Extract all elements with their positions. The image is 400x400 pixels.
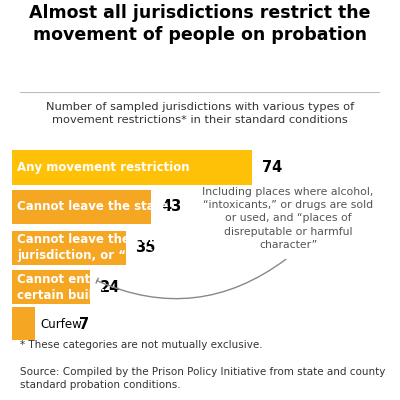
Bar — [41, 305, 241, 344]
Text: Source: Compiled by the Prison Policy Initiative from state and county
standard : Source: Compiled by the Prison Policy In… — [20, 367, 385, 390]
Text: Curfew: Curfew — [41, 318, 82, 331]
FancyBboxPatch shape — [12, 270, 90, 304]
Text: 24: 24 — [100, 280, 120, 294]
FancyBboxPatch shape — [12, 307, 35, 342]
Text: Curfew: Curfew — [41, 318, 82, 331]
Text: Cannot enter
certain buildings: Cannot enter certain buildings — [17, 272, 129, 302]
Text: 43: 43 — [162, 199, 182, 214]
Text: 7: 7 — [79, 317, 89, 332]
FancyBboxPatch shape — [12, 190, 152, 224]
Text: * These categories are not mutually exclusive.: * These categories are not mutually excl… — [20, 340, 263, 350]
Text: Any movement restriction: Any movement restriction — [17, 161, 190, 174]
FancyBboxPatch shape — [12, 231, 126, 265]
Text: Including places where alcohol,
“intoxicants,” or drugs are sold
or used, and “p: Including places where alcohol, “intoxic… — [202, 187, 374, 250]
FancyBboxPatch shape — [12, 150, 252, 185]
Text: Cannot leave the state: Cannot leave the state — [17, 200, 168, 213]
Text: 7: 7 — [45, 317, 55, 332]
Text: Number of sampled jurisdictions with various types of
movement restrictions* in : Number of sampled jurisdictions with var… — [46, 102, 354, 125]
Text: Cannot leave the county,
jurisdiction, or “designated area”: Cannot leave the county, jurisdiction, o… — [17, 233, 242, 262]
Text: Almost all jurisdictions restrict the
movement of people on probation: Almost all jurisdictions restrict the mo… — [29, 4, 371, 44]
Text: 35: 35 — [136, 240, 156, 255]
Text: 74: 74 — [262, 160, 282, 175]
